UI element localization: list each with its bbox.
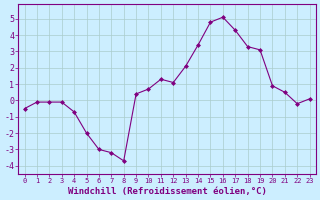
X-axis label: Windchill (Refroidissement éolien,°C): Windchill (Refroidissement éolien,°C) [68,187,267,196]
